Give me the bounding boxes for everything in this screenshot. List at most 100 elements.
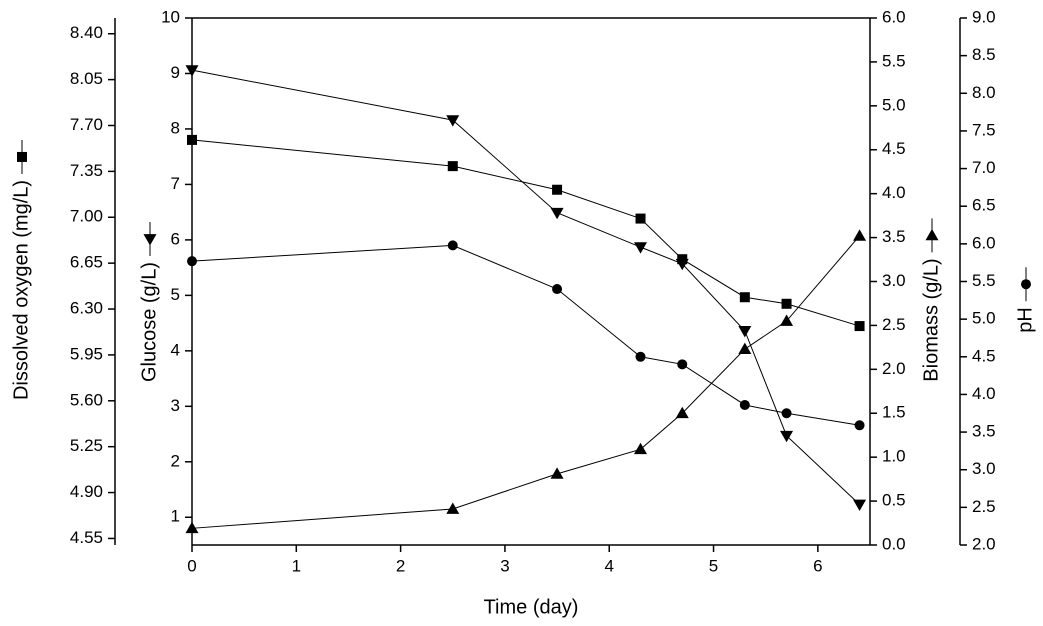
marker: [780, 314, 794, 326]
y-tick-label: 2.0: [972, 534, 996, 553]
marker: [550, 207, 564, 220]
x-tick-label: 1: [292, 556, 301, 575]
y-axis-label: Biomass (g/L): [920, 258, 942, 381]
x-tick-label: 0: [187, 556, 196, 575]
y-axis-label-group: Dissolved oxygen (mg/L): [10, 180, 32, 400]
legend-marker: [925, 228, 939, 241]
marker: [185, 65, 199, 77]
marker: [185, 521, 199, 534]
y-tick-label: 5.5: [882, 51, 906, 70]
marker: [634, 242, 648, 254]
y-tick-label: 5.95: [70, 344, 103, 363]
marker: [780, 430, 794, 443]
y-tick-label: 5.5: [972, 271, 996, 290]
y-axis-label: Glucose (g/L): [138, 262, 160, 382]
y-tick-label: 0.0: [882, 534, 906, 553]
y-tick-label: 2.5: [972, 497, 996, 516]
y-tick-label: 5.60: [70, 390, 103, 409]
y-tick-label: 3.5: [882, 227, 906, 246]
y-tick-label: 7: [171, 174, 180, 193]
y-tick-label: 7.5: [972, 120, 996, 139]
y-tick-label: 6: [171, 229, 180, 248]
y-tick-label: 4.0: [882, 183, 906, 202]
y-tick-label: 8.5: [972, 45, 996, 64]
marker: [550, 467, 564, 479]
marker: [635, 351, 646, 362]
series-line: [191, 69, 860, 505]
y-tick-label: 5.0: [972, 309, 996, 328]
y-tick-label: 8.40: [70, 23, 103, 42]
marker: [552, 284, 563, 295]
y-tick-label: 2.0: [882, 359, 906, 378]
y-tick-label: 1.0: [882, 447, 906, 466]
y-tick-label: 2: [171, 451, 180, 470]
series-line: [191, 244, 860, 426]
y-tick-label: 6.65: [70, 253, 103, 272]
marker: [552, 184, 563, 195]
x-axis-label: Time (day): [484, 596, 579, 618]
marker: [634, 442, 648, 455]
y-tick-label: 6.0: [882, 7, 906, 26]
y-tick-label: 3: [171, 396, 180, 415]
x-tick-label: 2: [396, 556, 405, 575]
marker: [447, 161, 458, 172]
marker: [635, 213, 646, 224]
marker: [781, 408, 792, 419]
marker: [675, 258, 689, 271]
marker: [677, 359, 688, 370]
y-tick-label: 5: [171, 285, 180, 304]
marker: [854, 420, 865, 431]
y-tick-label: 9.0: [972, 7, 996, 26]
y-axis-label-group: Glucose (g/L): [138, 262, 160, 382]
legend-marker: [143, 234, 157, 246]
y-tick-label: 0.5: [882, 491, 906, 510]
series-line: [191, 235, 860, 529]
y-axis-label: pH: [1014, 307, 1036, 333]
x-tick-label: 6: [813, 556, 822, 575]
y-tick-label: 4.5: [972, 346, 996, 365]
marker: [675, 406, 689, 419]
marker: [446, 115, 460, 127]
y-tick-label: 6.0: [972, 233, 996, 252]
legend-marker: [17, 151, 27, 162]
y-axis-label: Dissolved oxygen (mg/L): [10, 180, 32, 400]
x-tick-label: 4: [604, 556, 613, 575]
marker: [781, 298, 792, 309]
y-tick-label: 7.00: [70, 207, 103, 226]
x-tick-label: 5: [709, 556, 718, 575]
marker: [738, 342, 752, 355]
y-tick-label: 3.0: [882, 271, 906, 290]
y-tick-label: 7.70: [70, 115, 103, 134]
y-tick-label: 4: [171, 340, 180, 359]
series-line: [191, 139, 860, 327]
y-tick-label: 6.5: [972, 196, 996, 215]
y-tick-label: 7.0: [972, 158, 996, 177]
marker: [739, 399, 750, 410]
y-tick-label: 1.5: [882, 403, 906, 422]
y-tick-label: 5.0: [882, 95, 906, 114]
legend-marker: [1021, 279, 1031, 290]
marker: [853, 229, 867, 241]
marker: [853, 499, 867, 512]
marker: [446, 502, 460, 514]
marker: [854, 321, 865, 332]
y-tick-label: 4.90: [70, 482, 103, 501]
y-tick-label: 1: [171, 507, 180, 526]
marker: [447, 240, 458, 251]
y-tick-label: 4.5: [882, 139, 906, 158]
y-tick-label: 3.5: [972, 422, 996, 441]
y-tick-label: 6.30: [70, 299, 103, 318]
y-tick-label: 7.35: [70, 161, 103, 180]
x-tick-label: 3: [500, 556, 509, 575]
y-axis-label-group: Biomass (g/L): [920, 258, 942, 381]
y-tick-label: 3.0: [972, 459, 996, 478]
y-tick-label: 4.0: [972, 384, 996, 403]
marker: [187, 256, 197, 267]
y-tick-label: 2.5: [882, 315, 906, 334]
y-tick-label: 9: [171, 63, 180, 82]
y-tick-label: 8: [171, 118, 180, 137]
y-tick-label: 10: [161, 7, 180, 26]
y-tick-label: 8.0: [972, 83, 996, 102]
y-axis-label-group: pH: [1014, 307, 1036, 333]
